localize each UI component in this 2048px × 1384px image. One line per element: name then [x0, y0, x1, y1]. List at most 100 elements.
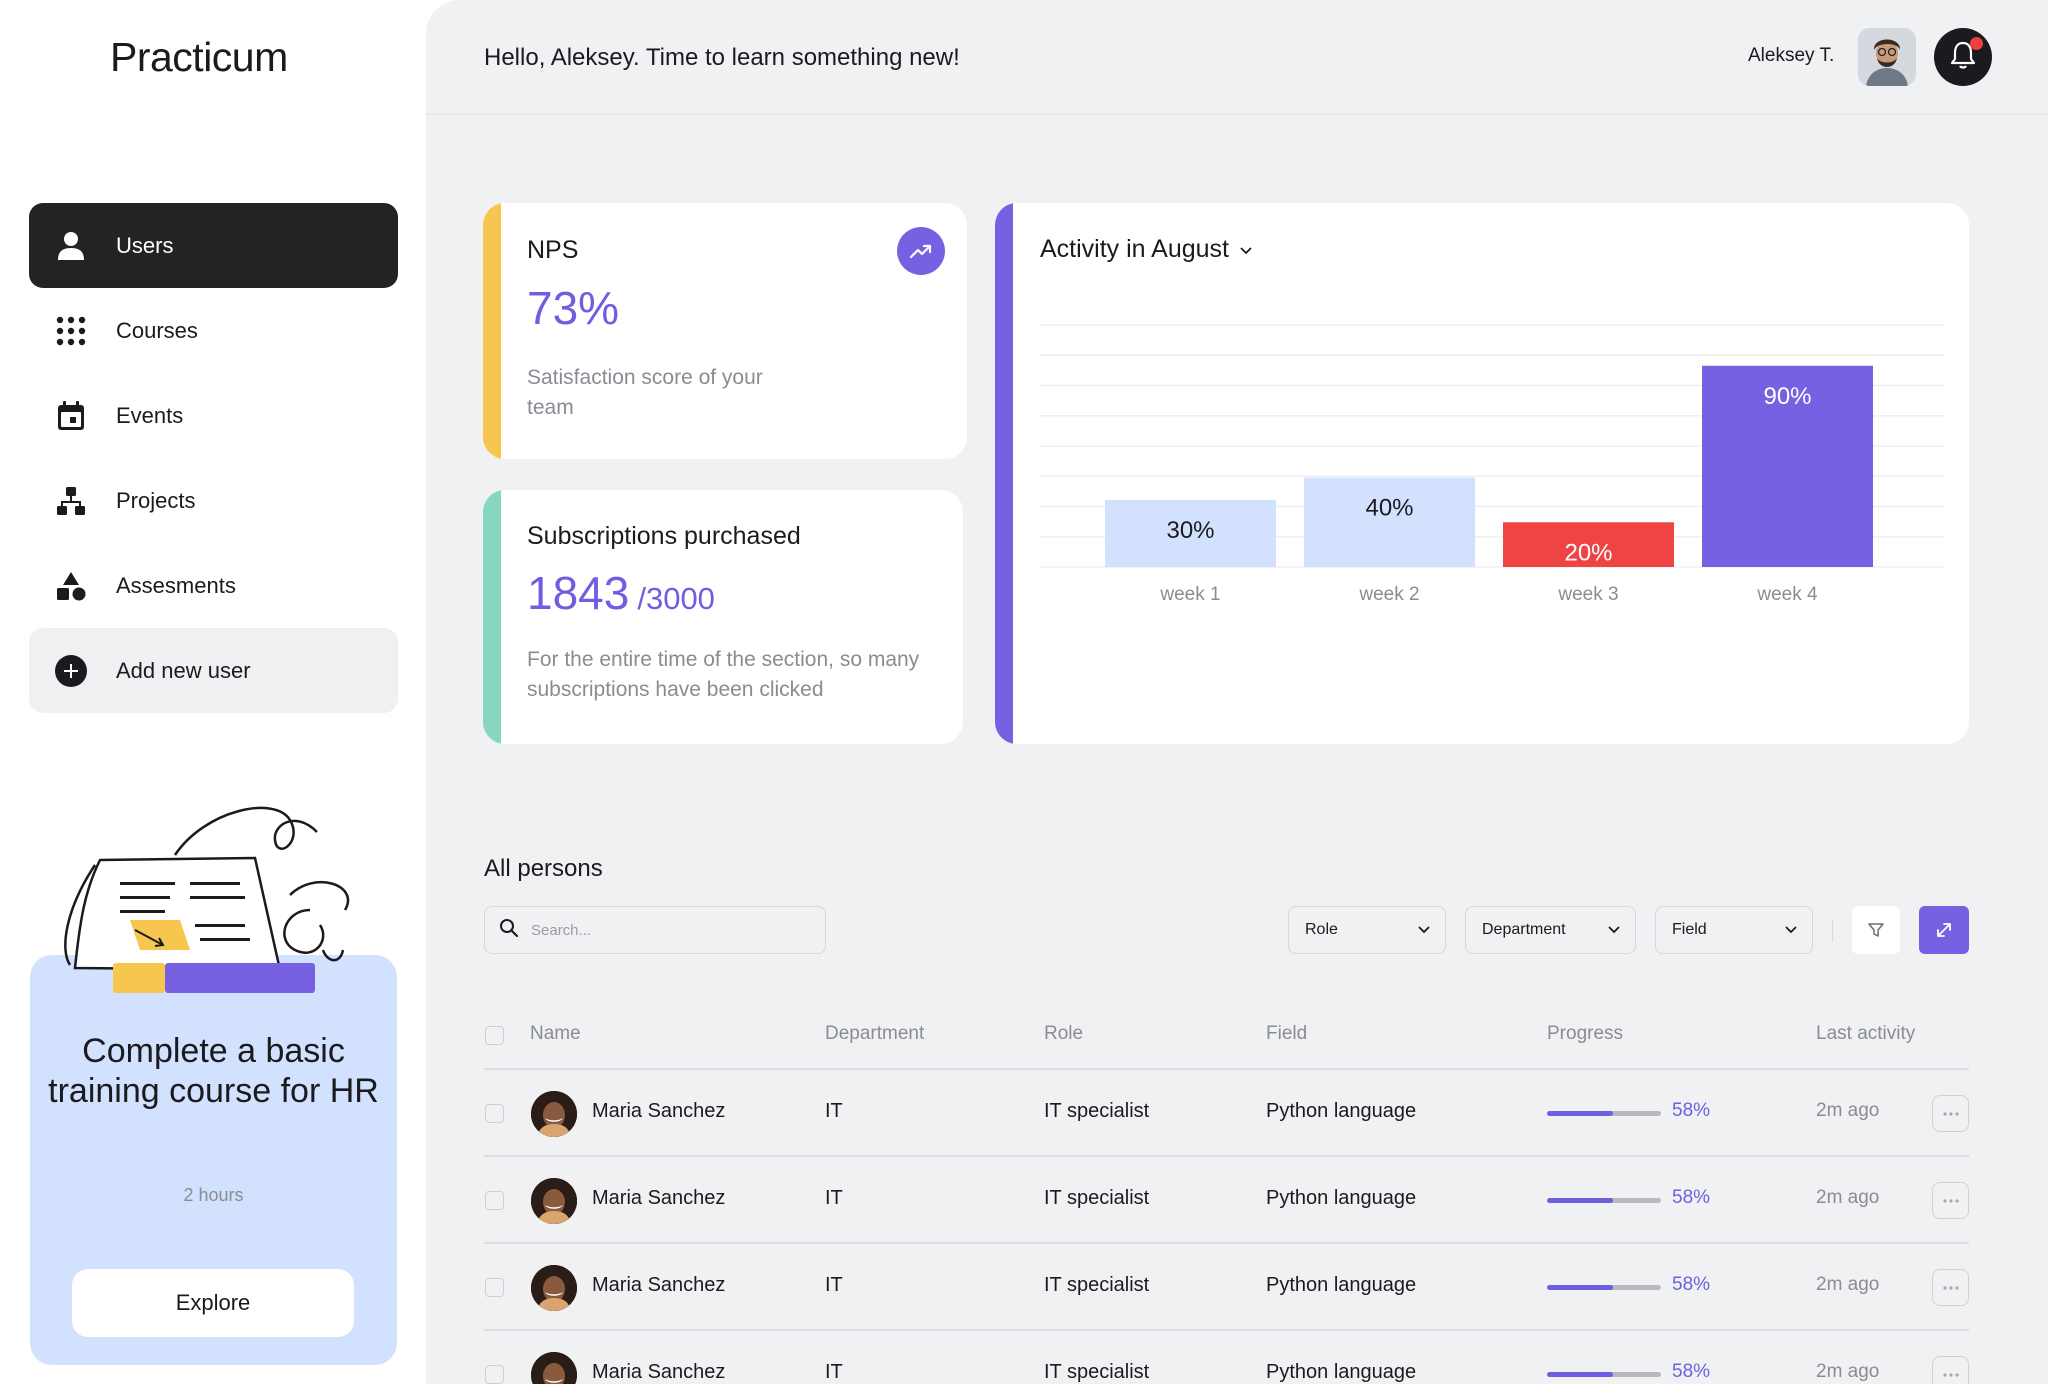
chevron-down-icon [1418, 926, 1430, 934]
person-field: Python language [1266, 1187, 1417, 1209]
chart-x-tick-label: week 4 [1756, 584, 1818, 605]
field-filter-label: Field [1672, 921, 1707, 938]
trend-up-icon[interactable] [897, 227, 945, 275]
row-checkbox[interactable] [485, 1365, 504, 1384]
expand-diagonal-icon [1937, 923, 1951, 937]
add-new-user-button[interactable]: Add new user [29, 628, 398, 713]
person-name[interactable]: Maria Sanchez [592, 1100, 726, 1122]
row-checkbox[interactable] [485, 1104, 504, 1123]
grid-dots-icon [55, 315, 87, 347]
nps-accent-stripe [483, 203, 501, 459]
column-header-field[interactable]: Field [1266, 1023, 1308, 1044]
progress-percent: 58% [1672, 1100, 1711, 1121]
progress-fill [1547, 1285, 1614, 1290]
sidebar-item-assesments[interactable]: Assesments [29, 543, 398, 628]
sidebar: Practicum Users Courses Events Projects [0, 0, 426, 1384]
course-illustration [64, 806, 349, 993]
progress-fill [1547, 1111, 1614, 1116]
expand-button[interactable] [1919, 906, 1969, 954]
progress-bar [1547, 1285, 1661, 1290]
person-field: Python language [1266, 1100, 1417, 1122]
row-more-button[interactable] [1932, 1182, 1969, 1219]
user-name[interactable]: Aleksey T. [1748, 45, 1835, 66]
hierarchy-icon [55, 485, 87, 517]
chart-bar[interactable] [1503, 522, 1674, 567]
sidebar-item-label: Events [116, 402, 184, 428]
table-header: Name Department Role Field Progress Last… [484, 1000, 1969, 1070]
subscriptions-card: Subscriptions purchased 1843/3000 For th… [483, 490, 963, 744]
subscriptions-label: Subscriptions purchased [527, 522, 801, 550]
column-header-role[interactable]: Role [1044, 1023, 1084, 1044]
column-header-department[interactable]: Department [825, 1023, 925, 1044]
person-department: IT [825, 1100, 843, 1122]
person-name[interactable]: Maria Sanchez [592, 1274, 726, 1296]
row-checkbox[interactable] [485, 1278, 504, 1297]
role-filter-label: Role [1305, 921, 1338, 938]
role-filter-select[interactable]: Role [1288, 906, 1446, 954]
person-name[interactable]: Maria Sanchez [592, 1361, 726, 1383]
filter-button[interactable] [1852, 906, 1900, 954]
funnel-icon [1868, 923, 1884, 937]
person-department: IT [825, 1274, 843, 1296]
row-more-button[interactable] [1932, 1356, 1969, 1384]
table-row[interactable]: Maria Sanchez IT IT specialist Python langu… [484, 1331, 1969, 1384]
column-header-last-activity[interactable]: Last activity [1816, 1023, 1916, 1044]
person-field: Python language [1266, 1274, 1417, 1296]
add-new-user-label: Add new user [116, 657, 251, 683]
person-role: IT specialist [1044, 1187, 1150, 1209]
sidebar-item-users[interactable]: Users [29, 203, 398, 288]
promo-duration: 2 hours [183, 1185, 244, 1205]
table-row[interactable]: Maria Sanchez IT IT specialist Python langu… [484, 1070, 1969, 1157]
table-row[interactable]: Maria Sanchez IT IT specialist Python langu… [484, 1244, 1969, 1331]
person-department: IT [825, 1361, 843, 1383]
sidebar-item-label: Projects [116, 487, 196, 513]
search-box[interactable] [484, 906, 826, 954]
more-horizontal-icon [1942, 1285, 1959, 1290]
sidebar-item-courses[interactable]: Courses [29, 288, 398, 373]
department-filter-select[interactable]: Department [1465, 906, 1636, 954]
row-more-button[interactable] [1932, 1269, 1969, 1306]
activity-month-dropdown[interactable]: Activity in August [1040, 235, 1253, 264]
select-all-checkbox[interactable] [485, 1026, 504, 1045]
progress-percent: 58% [1672, 1361, 1711, 1382]
chart-bar[interactable] [1702, 365, 1873, 567]
search-icon [499, 918, 519, 943]
chevron-down-icon [1785, 926, 1797, 934]
bell-icon [1950, 41, 1976, 74]
notifications-button[interactable] [1934, 28, 1992, 86]
chart-bar[interactable] [1105, 499, 1276, 567]
progress-fill [1547, 1372, 1614, 1377]
nps-label: NPS [527, 236, 579, 264]
sidebar-item-label: Users [116, 232, 174, 258]
more-horizontal-icon [1942, 1372, 1959, 1377]
promo-card: Complete a basic training course for HR … [30, 955, 397, 1365]
subscriptions-accent-stripe [483, 490, 501, 744]
sidebar-item-label: Assesments [116, 572, 236, 598]
person-name[interactable]: Maria Sanchez [592, 1187, 726, 1209]
sidebar-item-projects[interactable]: Projects [29, 458, 398, 543]
main-content: Hello, Aleksey. Time to learn something … [426, 0, 2048, 1384]
chart-data-label: 30% [1166, 517, 1214, 544]
field-filter-select[interactable]: Field [1655, 906, 1813, 954]
person-department: IT [825, 1187, 843, 1209]
table-row[interactable]: Maria Sanchez IT IT specialist Python langu… [484, 1157, 1969, 1244]
explore-button[interactable]: Explore [72, 1269, 354, 1337]
more-horizontal-icon [1942, 1198, 1959, 1203]
progress-bar [1547, 1198, 1661, 1203]
avatar [531, 1265, 577, 1311]
row-checkbox[interactable] [485, 1191, 504, 1210]
column-header-name[interactable]: Name [530, 1023, 581, 1044]
chart-x-tick-label: week 1 [1159, 584, 1220, 605]
activity-accent-stripe [995, 203, 1013, 744]
row-more-button[interactable] [1932, 1095, 1969, 1132]
subscriptions-description: For the entire time of the section, so m… [527, 648, 920, 701]
search-input[interactable] [531, 921, 811, 939]
user-avatar[interactable] [1858, 28, 1916, 86]
chart-x-tick-label: week 3 [1557, 584, 1618, 605]
chart-bar[interactable] [1304, 477, 1475, 567]
app-logo[interactable]: Practicum [110, 34, 288, 80]
column-header-progress[interactable]: Progress [1547, 1023, 1624, 1044]
last-activity: 2m ago [1816, 1187, 1880, 1208]
sidebar-item-events[interactable]: Events [29, 373, 398, 458]
last-activity: 2m ago [1816, 1361, 1880, 1382]
